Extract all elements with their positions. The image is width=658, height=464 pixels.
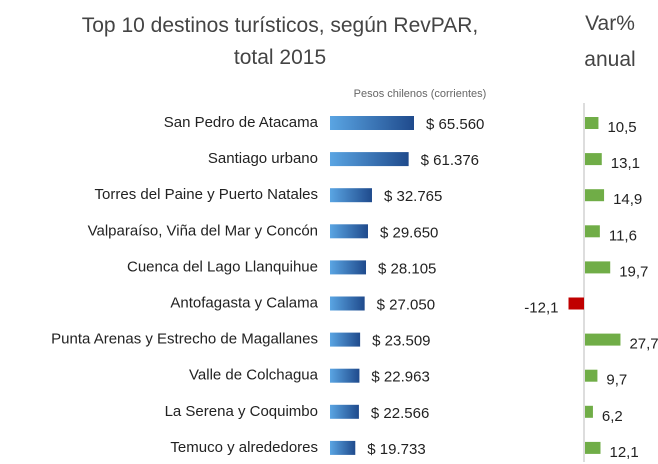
value-label: $ 22.566 bbox=[371, 405, 429, 422]
category-label: San Pedro de Atacama bbox=[164, 114, 319, 131]
value-label: 11,6 bbox=[609, 227, 637, 244]
bar bbox=[585, 153, 602, 166]
value-label: 13,1 bbox=[611, 155, 640, 172]
category-label: Valparaíso, Viña del Mar y Concón bbox=[88, 222, 318, 239]
bar bbox=[330, 224, 368, 239]
axis-label: Pesos chilenos (corrientes) bbox=[354, 88, 487, 100]
bar bbox=[330, 296, 365, 311]
value-label: $ 28.105 bbox=[378, 260, 436, 277]
value-label: $ 23.509 bbox=[372, 333, 430, 350]
value-label: $ 29.650 bbox=[380, 224, 438, 241]
bar bbox=[330, 368, 360, 383]
bar bbox=[330, 260, 367, 275]
value-label: $ 61.376 bbox=[421, 152, 479, 169]
bar bbox=[585, 369, 598, 382]
value-label: $ 19.733 bbox=[367, 441, 425, 458]
category-label: Valle de Colchagua bbox=[189, 367, 319, 384]
bar bbox=[330, 188, 372, 203]
bar bbox=[585, 189, 605, 202]
value-label: $ 32.765 bbox=[384, 188, 442, 205]
bar bbox=[330, 152, 409, 167]
value-label: 14,9 bbox=[613, 191, 642, 208]
bar bbox=[585, 441, 601, 454]
value-label: 10,5 bbox=[607, 119, 636, 136]
value-label: 12,1 bbox=[609, 444, 638, 461]
value-label: -12,1 bbox=[524, 299, 558, 316]
bar bbox=[585, 117, 599, 129]
bar bbox=[585, 333, 621, 346]
bar bbox=[330, 440, 356, 455]
bar bbox=[568, 297, 584, 310]
bar bbox=[330, 404, 359, 419]
bar bbox=[585, 261, 611, 274]
value-label: $ 65.560 bbox=[426, 116, 484, 133]
category-label: Torres del Paine y Puerto Natales bbox=[95, 186, 318, 203]
bar bbox=[585, 405, 593, 418]
value-label: $ 22.963 bbox=[371, 369, 429, 386]
bar bbox=[330, 116, 414, 130]
value-label: 19,7 bbox=[619, 263, 648, 280]
value-label: 9,7 bbox=[606, 372, 627, 389]
bar bbox=[585, 225, 600, 238]
bar bbox=[330, 332, 361, 347]
category-label: La Serena y Coquimbo bbox=[165, 403, 318, 420]
category-label: Santiago urbano bbox=[208, 150, 318, 167]
value-label: $ 27.050 bbox=[377, 296, 435, 313]
value-label: 6,2 bbox=[602, 408, 623, 425]
value-label: 27,7 bbox=[629, 336, 658, 353]
category-label: Temuco y alrededores bbox=[170, 439, 318, 456]
category-label: Cuenca del Lago Llanquihue bbox=[127, 258, 318, 275]
category-label: Antofagasta y Calama bbox=[170, 294, 318, 311]
chart-title: Top 10 destinos turísticos, según RevPAR… bbox=[81, 14, 479, 69]
category-label: Punta Arenas y Estrecho de Magallanes bbox=[51, 331, 318, 348]
chart-title: Var% anual bbox=[584, 12, 636, 71]
